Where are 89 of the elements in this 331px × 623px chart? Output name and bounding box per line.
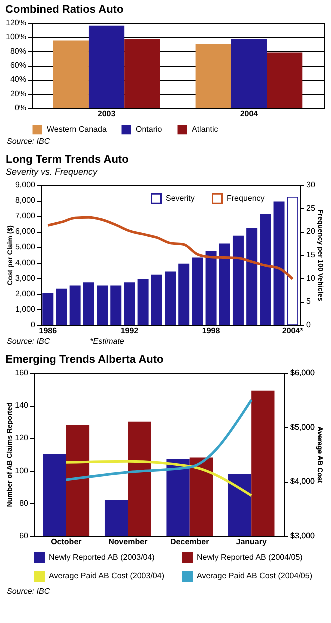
x-tick-label: January [236, 538, 268, 546]
legend-label: Average Paid AB Cost (2003/04) [49, 572, 165, 580]
y2-tick-label: $5,000 [290, 422, 316, 432]
y-tick-label: 60 [20, 532, 30, 540]
legend-label: Atlantic [192, 124, 218, 134]
bar [151, 274, 162, 326]
y-tick-label: 1,000 [15, 304, 36, 314]
source-note: Source: IBC [7, 587, 50, 596]
bar [287, 197, 298, 326]
y-tick-label: 4,000 [15, 258, 36, 268]
source-note: Source: IBC [7, 137, 50, 146]
y2-tick-label: $4,000 [290, 477, 316, 486]
legend-label: Newly Reported AB (2004/05) [197, 552, 304, 562]
x-tick-label: 2003 [98, 110, 116, 118]
y2-tick-label: 20 [306, 227, 316, 236]
bar [232, 236, 244, 326]
y-tick-label: 5,000 [15, 242, 36, 252]
bar [274, 202, 285, 326]
y-tick-label: 160 [15, 368, 30, 378]
y-tick-label: 120 [15, 434, 30, 443]
y-tick-label: 8,000 [15, 196, 36, 206]
y-tick-label: 7,000 [15, 212, 36, 221]
y2-tick-label: 10 [306, 274, 316, 283]
x-tick-label: December [170, 538, 210, 546]
y-tick-label: 120% [6, 18, 26, 28]
y-tick-label: 0 [31, 320, 36, 330]
text: *Estimate [90, 337, 124, 346]
bar [267, 52, 303, 108]
x-tick-label: November [108, 538, 148, 546]
line-series [65, 460, 253, 498]
y-tick-label: 80 [20, 498, 30, 508]
y-tick-label: 60% [10, 61, 26, 70]
y-tick-label: 9,000 [15, 180, 36, 190]
y-tick-label: 80% [10, 46, 26, 56]
y-tick-label: 2,000 [15, 289, 36, 298]
x-tick-label: October [51, 538, 82, 546]
chart-title: Combined Ratios Auto [6, 4, 124, 16]
bar [219, 244, 230, 326]
line-series [65, 398, 253, 482]
x-tick-label: 2004 [240, 110, 259, 118]
line-series [46, 216, 294, 281]
y-tick-label: 140 [15, 401, 30, 410]
y-tick-label: 20% [10, 89, 26, 98]
y-tick-label: 40% [10, 75, 26, 84]
bar [53, 40, 89, 108]
bar [56, 288, 68, 326]
legend-label: Frequency [227, 194, 265, 203]
y2-tick-label: $6,000 [290, 368, 316, 378]
y2-tick-label: 25 [306, 204, 316, 213]
chart-subtitle: Severity vs. Frequency [6, 167, 98, 177]
bar [124, 282, 136, 326]
y2-tick-label: 5 [306, 297, 312, 306]
x-tick-label: 2004* [282, 326, 304, 336]
bar [124, 39, 160, 108]
y-tick-label: 100 [15, 466, 30, 476]
bar [196, 44, 232, 108]
bar [178, 264, 190, 326]
legend-label: Average Paid AB Cost (2004/05) [197, 572, 313, 580]
source-note: Source: IBC [7, 337, 50, 346]
bar [83, 282, 94, 326]
y2-tick-label: 30 [306, 180, 316, 190]
bar [42, 293, 54, 326]
x-tick-label: 1986 [39, 326, 58, 336]
bar [246, 228, 258, 326]
bar [138, 279, 149, 326]
y-tick-label: 100% [6, 32, 26, 42]
legend-label: Newly Reported AB (2003/04) [49, 552, 156, 562]
bar [231, 39, 268, 108]
bar [260, 214, 272, 326]
bar [110, 286, 122, 326]
bar [192, 258, 204, 326]
bar [70, 286, 81, 326]
y-tick-label: 0% [14, 104, 26, 112]
chart-title: Emerging Trends Alberta Auto [6, 354, 164, 366]
y2-tick-label: 15 [306, 250, 316, 260]
y-tick-label: 3,000 [15, 274, 36, 283]
y2-tick-label: 0 [306, 320, 312, 330]
bar [206, 251, 217, 326]
bar [88, 26, 125, 108]
y2-tick-label: $3,000 [290, 532, 316, 540]
bar [97, 286, 108, 326]
x-tick-label: 1998 [202, 326, 221, 336]
legend-label: Severity [166, 194, 195, 203]
y-tick-label: 6,000 [15, 227, 36, 236]
bar [165, 272, 176, 326]
x-tick-label: 1992 [120, 326, 140, 336]
chart-title: Long Term Trends Auto [6, 154, 130, 166]
legend-label: Western Canada [47, 124, 108, 134]
legend-label: Ontario [136, 124, 163, 134]
